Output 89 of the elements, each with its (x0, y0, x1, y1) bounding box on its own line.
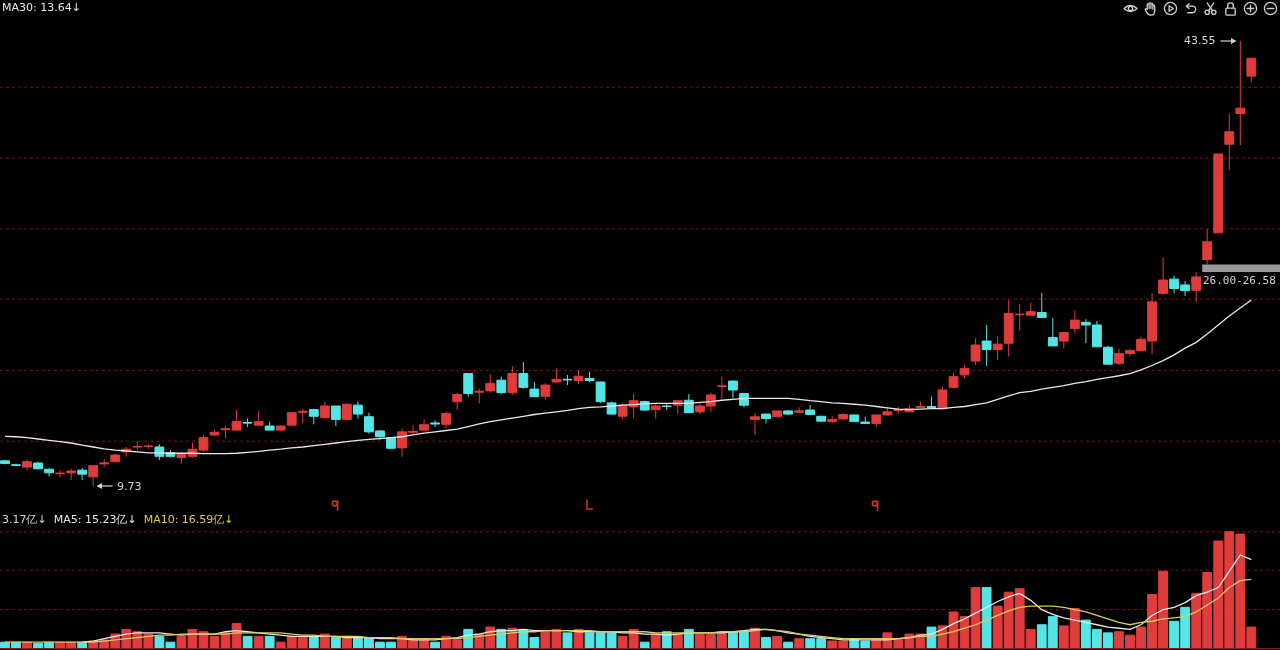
candlestick (518, 361, 529, 390)
candlestick (716, 376, 727, 399)
bar (330, 637, 341, 648)
candlestick (661, 402, 672, 411)
candlestick (1103, 345, 1113, 365)
candlestick (1191, 271, 1202, 303)
candlestick (926, 396, 937, 408)
candlestick (209, 429, 220, 437)
candlestick (264, 421, 275, 432)
candlestick (33, 461, 43, 470)
bar (430, 641, 441, 648)
candlestick (915, 401, 926, 408)
candlestick (110, 453, 121, 463)
candlestick (529, 381, 540, 398)
candlestick (319, 401, 330, 419)
candlestick (341, 402, 352, 421)
bar (242, 635, 253, 648)
candlestick (1224, 113, 1235, 171)
candlestick (959, 364, 970, 379)
candlestick (981, 324, 992, 367)
annotation: 9.73 (117, 480, 142, 493)
candlestick (452, 392, 463, 411)
text: MA10: 16.59亿↓ (143, 513, 234, 527)
candlestick (650, 403, 661, 419)
candlestick (496, 376, 507, 395)
candlestick (353, 401, 363, 419)
bar (761, 637, 771, 648)
candlestick (1213, 153, 1224, 234)
candlestick (970, 337, 981, 366)
candlestick (441, 411, 452, 429)
candlestick (1036, 292, 1047, 319)
candlestick (595, 381, 606, 404)
candlestick (761, 413, 771, 424)
candlestick (1069, 309, 1080, 334)
candlestick (419, 418, 429, 432)
candlestick (308, 408, 319, 425)
text: MA5: 15.23亿↓ (53, 513, 137, 527)
candlestick (739, 392, 749, 408)
bar (319, 633, 330, 648)
candlestick (562, 374, 573, 386)
candlestick (386, 437, 396, 449)
bar (650, 633, 661, 648)
bar (783, 641, 793, 648)
bar (264, 635, 275, 648)
candlestick (22, 458, 32, 471)
candlestick (551, 368, 562, 384)
candlestick (937, 386, 948, 410)
candlestick (584, 371, 595, 383)
candlestick (783, 409, 793, 416)
bar (308, 635, 319, 648)
candlestick (948, 372, 959, 389)
candlestick (242, 418, 253, 428)
candlestick (99, 458, 110, 468)
candlestick (606, 401, 617, 416)
candlestick (750, 412, 760, 436)
candlestick (0, 459, 10, 465)
bar (253, 635, 264, 648)
bar (672, 633, 683, 648)
candlestick (805, 404, 816, 416)
candlestick (1047, 317, 1058, 347)
candlestick (772, 410, 782, 418)
bar (639, 641, 650, 648)
candlestick (44, 467, 54, 477)
bar (794, 638, 805, 648)
bar (562, 632, 573, 648)
candlestick (77, 467, 88, 481)
candlestick (253, 410, 264, 427)
text: MA30: 13.64↓ (2, 1, 81, 15)
candlestick (430, 419, 441, 428)
band-label: 26.00-26.58 (1203, 274, 1276, 287)
candlestick (1058, 331, 1069, 350)
bar (772, 635, 782, 648)
candlestick (1202, 228, 1213, 265)
candlestick (330, 405, 341, 427)
candlestick (573, 369, 584, 385)
text: 3.17亿↓ (2, 513, 47, 527)
candlestick (11, 462, 21, 467)
candlestick (463, 372, 474, 398)
annotation: 43.55 (1184, 34, 1216, 47)
candlestick (728, 379, 738, 399)
candlestick (816, 415, 827, 423)
candlestick (55, 469, 66, 478)
candlestick (1158, 256, 1168, 296)
candlestick (794, 406, 805, 414)
candlestick (540, 382, 551, 400)
candlestick (1246, 57, 1257, 83)
bar (981, 587, 992, 648)
candlestick (507, 365, 518, 396)
candlestick (66, 468, 77, 481)
